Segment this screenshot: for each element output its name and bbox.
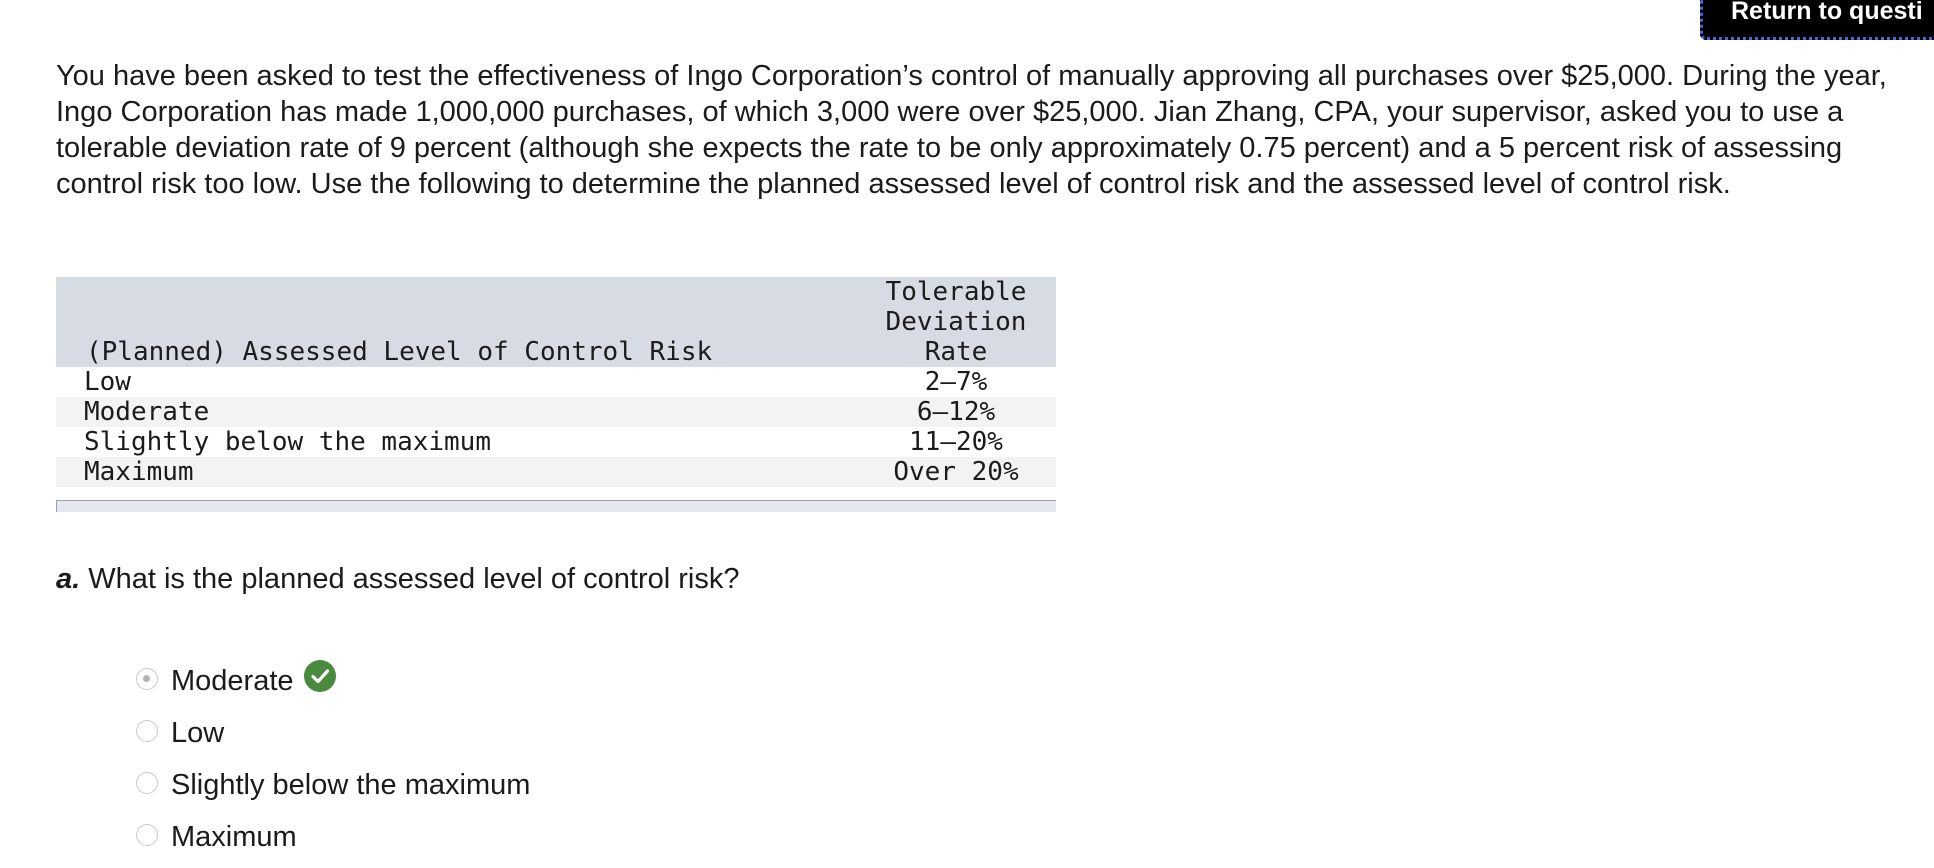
header-tolerable-rate: Tolerable Deviation Rate xyxy=(856,277,1056,367)
risk-level-cell: Slightly below the maximum xyxy=(84,427,491,457)
header-rate-line1: Tolerable xyxy=(885,277,1027,307)
risk-level-cell: Low xyxy=(84,367,131,397)
part-a-letter: a. xyxy=(56,563,81,595)
deviation-rate-cell: 6–12% xyxy=(916,397,996,427)
option-label-text: Moderate xyxy=(171,665,294,697)
option-label: Moderate xyxy=(171,659,336,701)
risk-level-cell: Moderate xyxy=(84,397,210,427)
control-risk-table: (Planned) Assessed Level of Control Risk… xyxy=(56,277,1056,487)
option-label: Maximum xyxy=(171,821,297,853)
risk-level-cell: Maximum xyxy=(84,457,194,487)
check-circle-icon xyxy=(303,659,336,701)
deviation-rate-cell: 2–7% xyxy=(924,367,988,397)
deviation-rate-cell: Over 20% xyxy=(893,457,1019,487)
table-row: Moderate 6–12% xyxy=(56,397,1056,427)
table-row: Maximum Over 20% xyxy=(56,457,1056,487)
question-text: You have been asked to test the effectiv… xyxy=(56,60,1887,200)
part-a-question: a. What is the planned assessed level of… xyxy=(56,561,739,597)
header-rate-line3: Rate xyxy=(924,337,988,367)
return-to-question-button[interactable]: Return to questi xyxy=(1700,0,1934,40)
option-label: Low xyxy=(171,717,225,749)
table-row: Low 2–7% xyxy=(56,367,1056,397)
radio-slightly-below-maximum[interactable] xyxy=(136,772,158,794)
option-label: Slightly below the maximum xyxy=(171,769,531,801)
table-header-row: (Planned) Assessed Level of Control Risk… xyxy=(56,277,1056,367)
header-risk-level: (Planned) Assessed Level of Control Risk xyxy=(86,337,713,367)
radio-maximum[interactable] xyxy=(136,824,158,846)
part-a-prompt: What is the planned assessed level of co… xyxy=(88,563,740,595)
radio-moderate[interactable] xyxy=(136,668,158,690)
radio-low[interactable] xyxy=(136,720,158,742)
table-row: Slightly below the maximum 11–20% xyxy=(56,427,1056,457)
header-rate-line2: Deviation xyxy=(885,307,1027,337)
table-footer xyxy=(56,500,1056,512)
deviation-rate-cell: 11–20% xyxy=(909,427,1003,457)
